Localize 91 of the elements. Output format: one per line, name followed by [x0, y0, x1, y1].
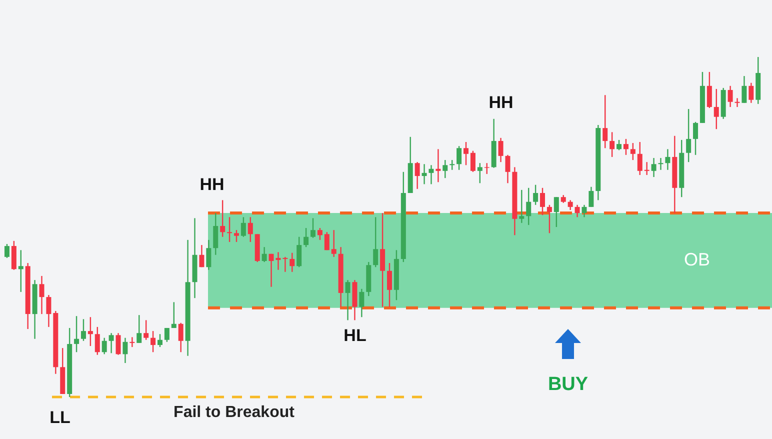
candlestick: [80, 318, 86, 342]
candlestick: [88, 316, 93, 347]
candlestick: [304, 227, 309, 248]
candlestick: [310, 218, 316, 238]
candlestick: [380, 212, 386, 308]
candlestick: [470, 150, 476, 173]
candlestick: [665, 148, 670, 170]
candlestick: [582, 204, 587, 218]
candlestick: [533, 184, 538, 206]
candlestick: [554, 196, 559, 228]
candlestick: [178, 322, 184, 353]
candlestick: [498, 137, 504, 163]
candlestick: [588, 186, 594, 208]
candlestick: [136, 314, 142, 344]
candlestick: [428, 164, 434, 185]
candlestick: [213, 212, 218, 256]
candlestick: [18, 250, 24, 293]
candlestick: [171, 302, 176, 329]
candlestick: [11, 240, 16, 270]
candlestick: [734, 98, 740, 108]
candlestick: [644, 161, 650, 176]
candlestick: [39, 275, 44, 315]
candlestick: [742, 75, 747, 104]
candlestick: [164, 327, 170, 343]
text: LL: [50, 408, 70, 427]
candlestick: [74, 315, 80, 353]
candlestick: [108, 332, 114, 354]
candlestick: [324, 232, 330, 251]
candlestick: [623, 138, 628, 156]
candlestick: [686, 108, 692, 163]
candlestick: [540, 187, 546, 216]
candlestick: [122, 337, 128, 364]
candlestick: [748, 82, 754, 104]
candlestick: [728, 85, 733, 108]
candlestick: [296, 236, 302, 268]
ref-line-label: Fail to Breakout: [174, 404, 296, 421]
candlestick: [450, 159, 455, 170]
annotation: HL: [344, 326, 366, 345]
candlestick: [116, 332, 121, 356]
candlestick: [414, 161, 420, 190]
candlestick: [477, 162, 482, 184]
candlestick: [658, 157, 664, 170]
annotation: HH: [488, 93, 514, 112]
candlestick: [546, 204, 552, 234]
candlestick: [199, 244, 204, 268]
candlestick: [4, 243, 10, 259]
annotation: HH: [200, 175, 224, 194]
band-label: OB: [684, 249, 710, 270]
candlestick: [637, 141, 642, 176]
candlestick: [144, 320, 149, 340]
annotation: BUY: [548, 374, 588, 395]
candlestick: [282, 256, 288, 272]
candlestick: [630, 142, 636, 161]
candlestick: [46, 294, 52, 328]
candlestick: [227, 216, 232, 243]
candlestick: [220, 200, 226, 238]
candlestick: [464, 141, 469, 166]
candlestick: [234, 229, 239, 243]
candlestick: [526, 187, 532, 226]
candlestick: [693, 121, 698, 156]
candlestick: [373, 216, 378, 268]
candlestick: [616, 139, 622, 151]
candlestick: [602, 94, 608, 149]
candlestick: [519, 189, 524, 224]
candlestick: [130, 336, 135, 348]
candlestick: [568, 200, 573, 211]
candlestick: [248, 216, 253, 243]
candlestick: [317, 227, 322, 241]
candlestick: [290, 252, 295, 272]
candlestick: [262, 246, 267, 263]
candlestick: [102, 337, 107, 355]
candlestick: [436, 148, 441, 183]
candlestick: [206, 239, 212, 270]
candlestick: [157, 334, 162, 348]
candlestick: [345, 279, 350, 321]
candlestick: [714, 88, 719, 130]
candlestick: [610, 132, 615, 158]
candlestick: [574, 204, 580, 218]
candlestick: [706, 71, 712, 109]
candlestick: [387, 262, 392, 308]
candlestick: [94, 326, 100, 356]
candlestick: [442, 159, 448, 179]
candlestick: [484, 162, 490, 175]
candlestick: [331, 229, 336, 258]
candlestick: [359, 288, 364, 318]
candlestick: [651, 157, 656, 178]
candlestick: [422, 164, 427, 185]
candlestick: [240, 216, 246, 238]
candlestick: [150, 330, 156, 353]
candlestick: [505, 154, 510, 184]
candlestick: [456, 145, 462, 170]
